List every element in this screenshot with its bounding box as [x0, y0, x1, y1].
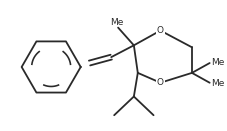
Text: Me: Me	[212, 58, 225, 67]
Text: O: O	[157, 26, 164, 35]
Text: Me: Me	[111, 18, 124, 27]
Text: Me: Me	[212, 79, 225, 88]
Text: O: O	[157, 78, 164, 87]
